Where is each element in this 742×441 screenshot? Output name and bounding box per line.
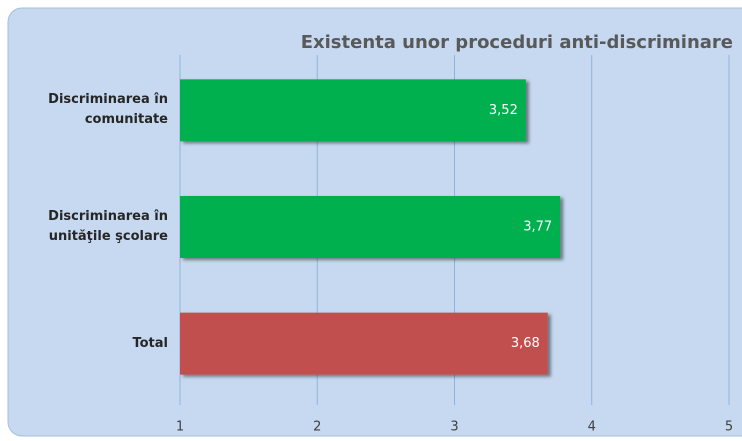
chart-title: Existenta unor proceduri anti-discrimina… [301,32,733,53]
y-tick-label: Total [132,335,168,351]
x-tick-label: 4 [588,420,596,435]
y-tick-label: Discriminarea în unităţile şcolare [48,209,168,244]
x-tick-label: 2 [313,420,321,435]
y-tick-label: Discriminarea în comunitate [48,92,168,128]
x-tick-label: 1 [176,420,184,435]
x-tick-label: 5 [725,420,733,435]
bar [180,79,526,142]
bar [180,196,561,258]
data-label: 3,52 [489,103,518,118]
bar [180,312,548,375]
data-label: 3,68 [511,336,540,351]
x-tick-label: 3 [450,420,458,435]
data-label: 3,77 [523,220,552,235]
